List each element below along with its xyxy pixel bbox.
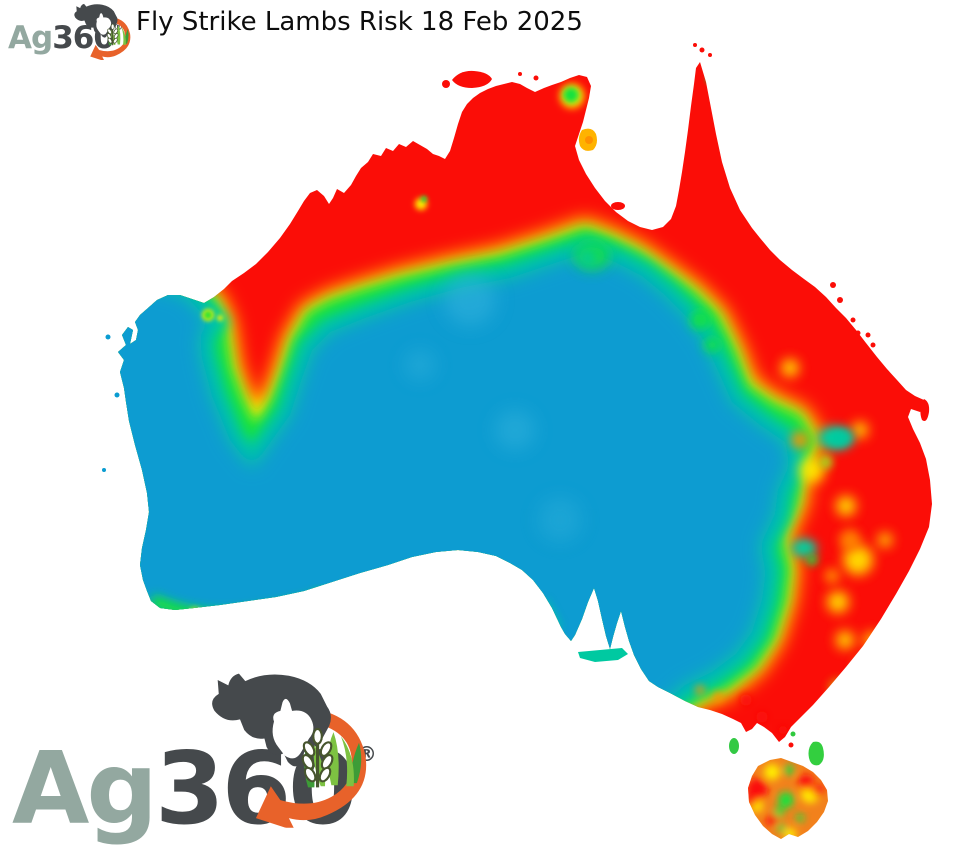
west-coast-islets	[102, 334, 120, 472]
brand-prefix: Ag	[8, 20, 53, 56]
watermark-art-icon	[206, 668, 376, 828]
watermark-prefix: Ag	[12, 730, 158, 847]
tasmania-risk-layers	[748, 758, 828, 839]
brand-logo-watermark: Ag360 ®	[0, 660, 420, 850]
kangaroo-island	[578, 648, 628, 662]
flinders-island	[808, 741, 824, 766]
risk-verylow-core	[118, 252, 790, 724]
brand-art-icon	[70, 2, 136, 60]
islands	[102, 43, 930, 766]
melville-island	[452, 70, 492, 88]
brand-logo-small[interactable]: Ag360®	[8, 6, 122, 54]
page-title: Fly Strike Lambs Risk 18 Feb 2025	[136, 7, 583, 37]
offshore-islets	[518, 43, 876, 748]
mornington-island	[611, 202, 625, 210]
fraser-island	[920, 399, 930, 421]
header: Ag360® Fly Strike Lambs Risk 18 Feb 2025	[0, 0, 955, 56]
victoria-coast-patches	[695, 685, 788, 735]
interior-texture	[405, 274, 582, 542]
king-island	[729, 738, 739, 754]
